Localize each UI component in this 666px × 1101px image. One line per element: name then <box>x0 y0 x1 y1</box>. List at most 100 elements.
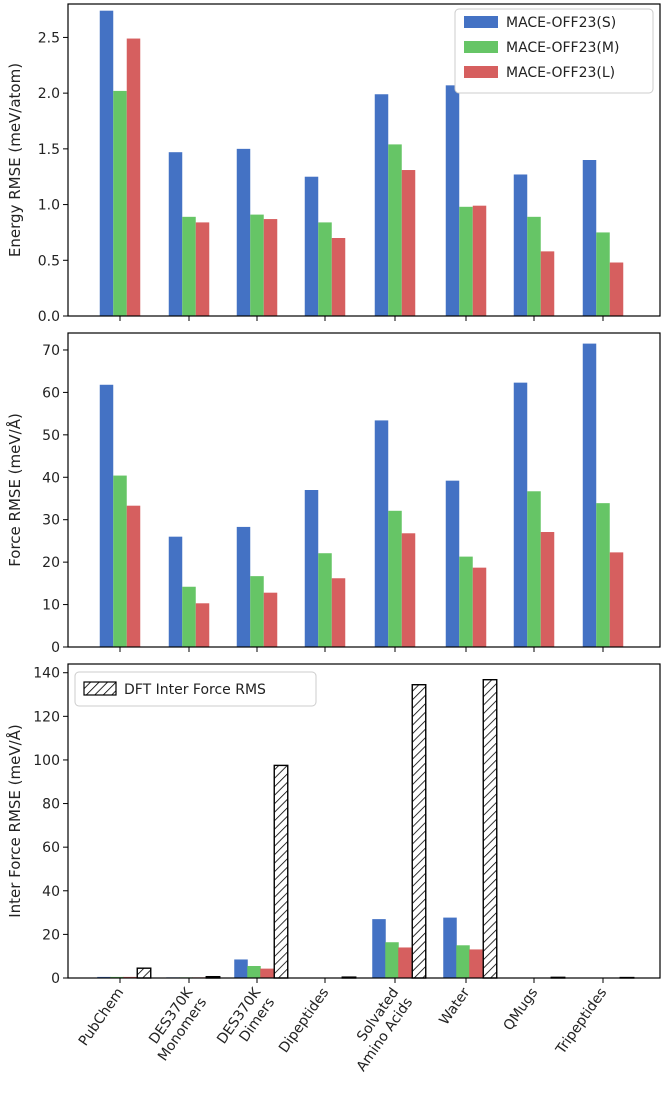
category-label-6-line-0: QMugs <box>501 985 542 1034</box>
category-label-5: Water <box>436 985 473 1028</box>
ytick-label-middle-1: 10 <box>42 598 60 614</box>
bar-middle-0-4 <box>374 420 389 647</box>
ytick-label-middle-2: 20 <box>42 555 60 571</box>
ytick-label-middle-0: 0 <box>51 640 60 656</box>
ylabel-top: Energy RMSE (meV/atom) <box>6 63 24 257</box>
legend-label-1: MACE-OFF23(M) <box>506 40 619 56</box>
ytick-label-top-0: 0.0 <box>38 309 60 325</box>
legend-swatch-0 <box>464 16 498 28</box>
bar-top-0-6 <box>513 174 528 316</box>
ytick-label-middle-4: 40 <box>42 470 60 486</box>
bar-middle-0-1 <box>168 536 183 647</box>
bar-top-0-5 <box>445 85 460 316</box>
bar-top-2-6 <box>540 251 555 316</box>
category-label-6: QMugs <box>501 985 542 1034</box>
bar-top-1-5 <box>459 206 473 316</box>
bar-middle-2-2 <box>263 592 278 647</box>
bar-top-2-4 <box>401 170 416 316</box>
panel-top: 0.0 0.5 1.0 1.5 2.0 2.5 Energy RMSE (meV/atom)… <box>6 3 661 325</box>
ytick-label-middle-5: 50 <box>42 428 60 444</box>
legend-bottom: DFT Inter Force RMS <box>74 671 317 707</box>
bar-middle-0-3 <box>304 490 319 647</box>
category-label-3-line-0: Dipeptides <box>276 985 332 1056</box>
legend-swatch-2 <box>464 66 498 78</box>
bar-bottom-3-2 <box>273 764 289 979</box>
ytick-label-top-4: 2.0 <box>38 86 60 102</box>
legend-box-bottom <box>74 671 317 707</box>
bar-top-1-4 <box>388 144 402 316</box>
ylabel-bottom: Inter Force RMSE (meV/Å) <box>5 724 24 918</box>
bar-top-0-4 <box>374 94 389 316</box>
ytick-label-middle-7: 70 <box>42 343 60 359</box>
bar-top-1-7 <box>596 232 610 316</box>
bar-top-2-1 <box>195 222 210 316</box>
bar-middle-2-7 <box>609 552 624 647</box>
bar-middle-2-3 <box>331 578 346 647</box>
bar-top-0-1 <box>168 152 183 316</box>
bar-bottom-0-5 <box>443 917 457 978</box>
ytick-label-bottom-7: 140 <box>33 666 60 682</box>
legend-label-0: MACE-OFF23(S) <box>506 15 616 31</box>
ytick-label-bottom-2: 40 <box>42 884 60 900</box>
bar-bottom-1-4 <box>385 942 399 978</box>
bar-middle-2-6 <box>540 532 555 647</box>
ytick-label-bottom-6: 120 <box>33 709 60 725</box>
category-label-4: SolvatedAmino Acids <box>340 985 416 1074</box>
category-label-7: Tripeptides <box>553 985 611 1058</box>
category-label-2: DES370KDimers <box>214 984 278 1056</box>
bar-middle-0-2 <box>236 526 251 647</box>
bar-top-2-7 <box>609 262 624 316</box>
bar-middle-1-5 <box>459 556 473 647</box>
category-labels: PubChem DES370KMonomers DES370KDimersDipep… <box>76 984 610 1074</box>
legend-label-2: MACE-OFF23(L) <box>506 65 615 81</box>
ylabel-middle: Force RMSE (meV/Å) <box>5 413 24 567</box>
category-label-7-line-0: Tripeptides <box>553 985 611 1058</box>
panel-middle: 0 10 20 30 40 50 60 70 Force RMSE (meV/Å) <box>5 332 661 656</box>
bar-bottom-3-4 <box>411 684 427 979</box>
bar-top-0-0 <box>99 10 114 317</box>
legend-swatch-1 <box>464 41 498 53</box>
category-label-0: PubChem <box>76 985 127 1049</box>
ytick-label-top-5: 2.5 <box>38 30 60 46</box>
legend-swatch-dft <box>83 681 117 696</box>
ytick-label-middle-6: 60 <box>42 385 60 401</box>
bar-bottom-1-5 <box>456 945 470 978</box>
axes-frame-top <box>67 3 661 317</box>
ytick-label-top-2: 1.0 <box>38 198 60 214</box>
bar-bottom-3-0 <box>136 967 152 979</box>
bar-top-0-2 <box>236 148 251 316</box>
ytick-label-bottom-4: 80 <box>42 797 60 813</box>
bar-middle-2-1 <box>195 603 210 647</box>
bar-top-2-0 <box>126 38 141 317</box>
bar-middle-2-0 <box>126 505 141 647</box>
legend-label-dft: DFT Inter Force RMS <box>124 682 266 698</box>
axes-frame-middle <box>67 332 661 648</box>
category-label-5-line-0: Water <box>436 985 473 1028</box>
axes-frame-bottom <box>67 663 661 979</box>
bar-top-1-3 <box>318 222 332 316</box>
ytick-label-bottom-5: 100 <box>33 753 60 769</box>
bar-middle-1-1 <box>182 586 196 647</box>
ytick-label-bottom-0: 0 <box>51 971 60 987</box>
bar-top-1-2 <box>250 214 264 316</box>
bar-top-2-5 <box>472 205 487 316</box>
bar-middle-0-6 <box>513 382 528 647</box>
ytick-label-top-1: 0.5 <box>38 253 60 269</box>
bar-bottom-3-5 <box>482 679 498 979</box>
bar-bottom-2-4 <box>398 947 412 978</box>
plot-root: 0.0 0.5 1.0 1.5 2.0 2.5 Energy RMSE (meV/atom)… <box>5 3 661 1075</box>
bar-bottom-0-2 <box>234 959 248 978</box>
category-label-1: DES370KMonomers <box>141 984 211 1064</box>
ytick-label-middle-3: 30 <box>42 513 60 529</box>
bar-bottom-2-2 <box>260 968 274 978</box>
bar-middle-2-4 <box>401 533 416 647</box>
bar-middle-2-5 <box>472 567 487 647</box>
bar-top-0-3 <box>304 176 319 316</box>
bar-middle-1-0 <box>113 475 127 647</box>
bar-top-1-6 <box>527 216 541 316</box>
category-label-0-line-0: PubChem <box>76 985 127 1049</box>
ytick-label-bottom-1: 20 <box>42 927 60 943</box>
category-label-3: Dipeptides <box>276 985 332 1056</box>
bar-top-1-1 <box>182 216 196 316</box>
